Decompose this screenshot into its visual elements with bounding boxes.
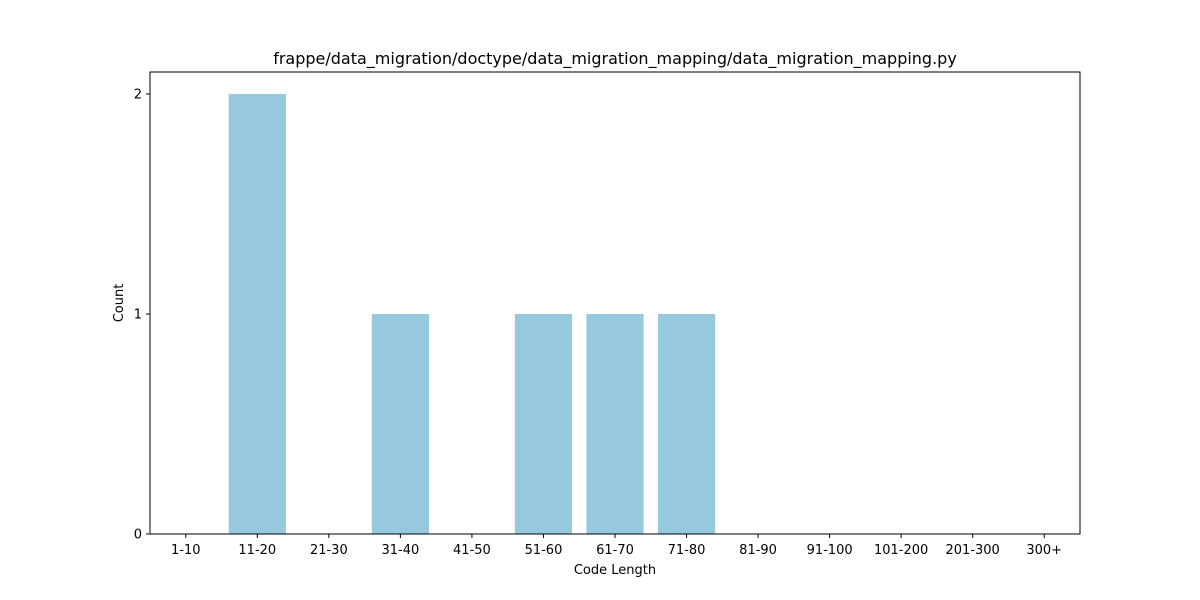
x-tick-label: 41-50 <box>453 543 491 558</box>
x-tick-label: 51-60 <box>525 543 563 558</box>
x-tick-label: 11-20 <box>238 543 276 558</box>
x-axis: 1-10 11-20 21-30 31-40 41-50 51-60 61-70 71-80 8… <box>171 534 1062 558</box>
x-tick-label: 31-40 <box>381 543 419 558</box>
y-axis: 0 1 2 <box>134 88 150 543</box>
y-axis-title: Count <box>112 284 127 323</box>
chart-title: frappe/data_migration/doctype/data_migra… <box>273 49 957 69</box>
y-tick-label: 2 <box>134 88 142 103</box>
y-tick-label: 1 <box>134 308 142 323</box>
y-tick-label: 0 <box>134 528 142 543</box>
bar-11-20 <box>228 94 286 534</box>
x-tick-label: 101-200 <box>874 543 928 558</box>
x-tick-label: 71-80 <box>668 543 706 558</box>
bar-61-70 <box>586 314 644 534</box>
bar-71-80 <box>657 314 716 534</box>
x-axis-title: Code Length <box>574 563 656 578</box>
bar-31-40 <box>371 314 429 534</box>
x-tick-label: 1-10 <box>171 543 201 558</box>
x-tick-label: 81-90 <box>739 543 777 558</box>
x-tick-label: 91-100 <box>807 543 853 558</box>
x-tick-label: 201-300 <box>946 543 1000 558</box>
bar-51-60 <box>514 314 573 534</box>
x-tick-label: 21-30 <box>310 543 348 558</box>
x-tick-label: 300+ <box>1026 543 1062 558</box>
x-tick-label: 61-70 <box>596 543 634 558</box>
bars-group <box>228 94 716 534</box>
